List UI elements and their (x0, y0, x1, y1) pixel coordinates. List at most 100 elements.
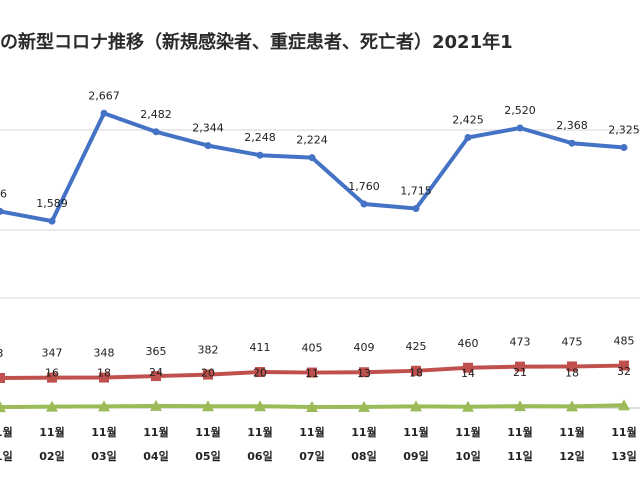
data-label: 473 (510, 336, 531, 349)
x-tick-label: 03일 (91, 449, 116, 463)
x-tick-label: 05일 (195, 449, 220, 463)
data-label: 1,589 (36, 197, 68, 210)
data-label: 13 (357, 367, 371, 380)
data-point (151, 371, 161, 382)
data-point (48, 217, 56, 225)
data-label: 1,715 (400, 185, 432, 198)
data-point (0, 401, 6, 413)
data-point (100, 109, 108, 117)
data-label: 11 (305, 367, 319, 380)
data-point (464, 134, 472, 141)
x-tick-label: 11월 (299, 425, 324, 439)
data-label: 14 (461, 367, 475, 380)
x-tick-label: 08일 (351, 449, 376, 463)
data-label: 347 (42, 347, 63, 360)
data-label: 475 (562, 335, 583, 348)
x-tick-label: 11월 (247, 425, 272, 439)
data-label: 2,344 (192, 122, 224, 135)
data-point (0, 372, 5, 383)
x-tick-label: 11월 (507, 425, 532, 439)
x-tick-label: 12일 (559, 449, 584, 463)
data-label: 2,325 (608, 124, 640, 137)
x-tick-label: 11월 (455, 425, 480, 439)
x-tick-label: 13일 (611, 449, 636, 463)
data-point (463, 362, 473, 373)
x-tick-label: 11월 (611, 425, 636, 439)
data-label: 2,224 (296, 134, 328, 147)
x-tick-label: 11월 (0, 425, 13, 439)
data-point (46, 400, 58, 412)
data-label: 365 (146, 345, 167, 358)
x-tick-label: 07일 (299, 449, 324, 463)
data-point (514, 400, 526, 412)
data-label: 460 (458, 337, 479, 350)
data-point (150, 399, 162, 411)
chart-title: の新型コロナ推移（新規感染者、重症患者、死亡者）2021年1 (0, 32, 513, 53)
data-point (203, 369, 213, 380)
data-point (152, 128, 160, 136)
x-tick-label: 11월 (403, 425, 428, 439)
series-line-0 (0, 111, 625, 224)
data-point (0, 207, 4, 215)
data-label: 18 (97, 366, 111, 379)
x-tick-label: 11월 (39, 425, 64, 439)
x-tick-label: 10일 (455, 449, 480, 463)
x-tick-label: 11월 (559, 425, 584, 439)
data-point (254, 400, 266, 412)
data-label: 1,760 (348, 180, 380, 193)
data-label: 18 (409, 366, 423, 379)
x-tick-label: 11월 (195, 425, 220, 439)
data-label: 411 (250, 341, 271, 354)
data-point (567, 361, 577, 372)
data-label: 348 (94, 347, 115, 360)
data-label: 2,368 (556, 119, 588, 132)
data-point (620, 144, 628, 151)
x-tick-label: 11일 (507, 449, 532, 463)
data-point (359, 367, 369, 378)
data-point (358, 400, 370, 412)
data-point (410, 400, 422, 412)
data-label: 2,667 (88, 89, 120, 102)
data-label: 405 (302, 342, 323, 355)
data-point (308, 154, 316, 162)
data-point (411, 365, 421, 376)
x-tick-label: 11월 (91, 425, 116, 439)
data-label: 16 (45, 367, 59, 380)
data-label: 24 (149, 366, 163, 379)
data-label: 382 (198, 344, 219, 357)
x-tick-label: 11월 (143, 425, 168, 439)
data-point (256, 151, 264, 159)
data-point (307, 367, 317, 378)
data-point (98, 400, 110, 412)
data-label: 86 (0, 187, 7, 200)
data-label: 2,248 (244, 131, 276, 144)
data-label: 485 (614, 335, 635, 348)
data-point (99, 372, 109, 383)
data-point (566, 400, 578, 412)
data-point (568, 139, 576, 147)
data-label: 20 (253, 366, 267, 379)
data-label: 21 (513, 366, 527, 379)
data-point (204, 142, 212, 150)
data-label: 3 (0, 347, 4, 360)
data-point (306, 401, 318, 413)
data-point (47, 372, 57, 383)
data-point (619, 360, 629, 371)
data-point (412, 205, 420, 212)
data-label: 32 (617, 365, 631, 378)
data-point (360, 200, 368, 208)
x-tick-label: 04일 (143, 449, 168, 463)
data-point (202, 400, 214, 412)
x-tick-label: 02일 (39, 449, 64, 463)
data-point (462, 400, 474, 412)
data-point (618, 399, 630, 411)
x-tick-label: 01일 (0, 449, 13, 463)
x-tick-label: 06일 (247, 449, 272, 463)
data-label: 425 (406, 340, 427, 353)
data-label: 2,425 (452, 114, 484, 127)
data-label: 409 (354, 341, 375, 354)
data-point (255, 367, 265, 378)
data-point (516, 124, 524, 132)
